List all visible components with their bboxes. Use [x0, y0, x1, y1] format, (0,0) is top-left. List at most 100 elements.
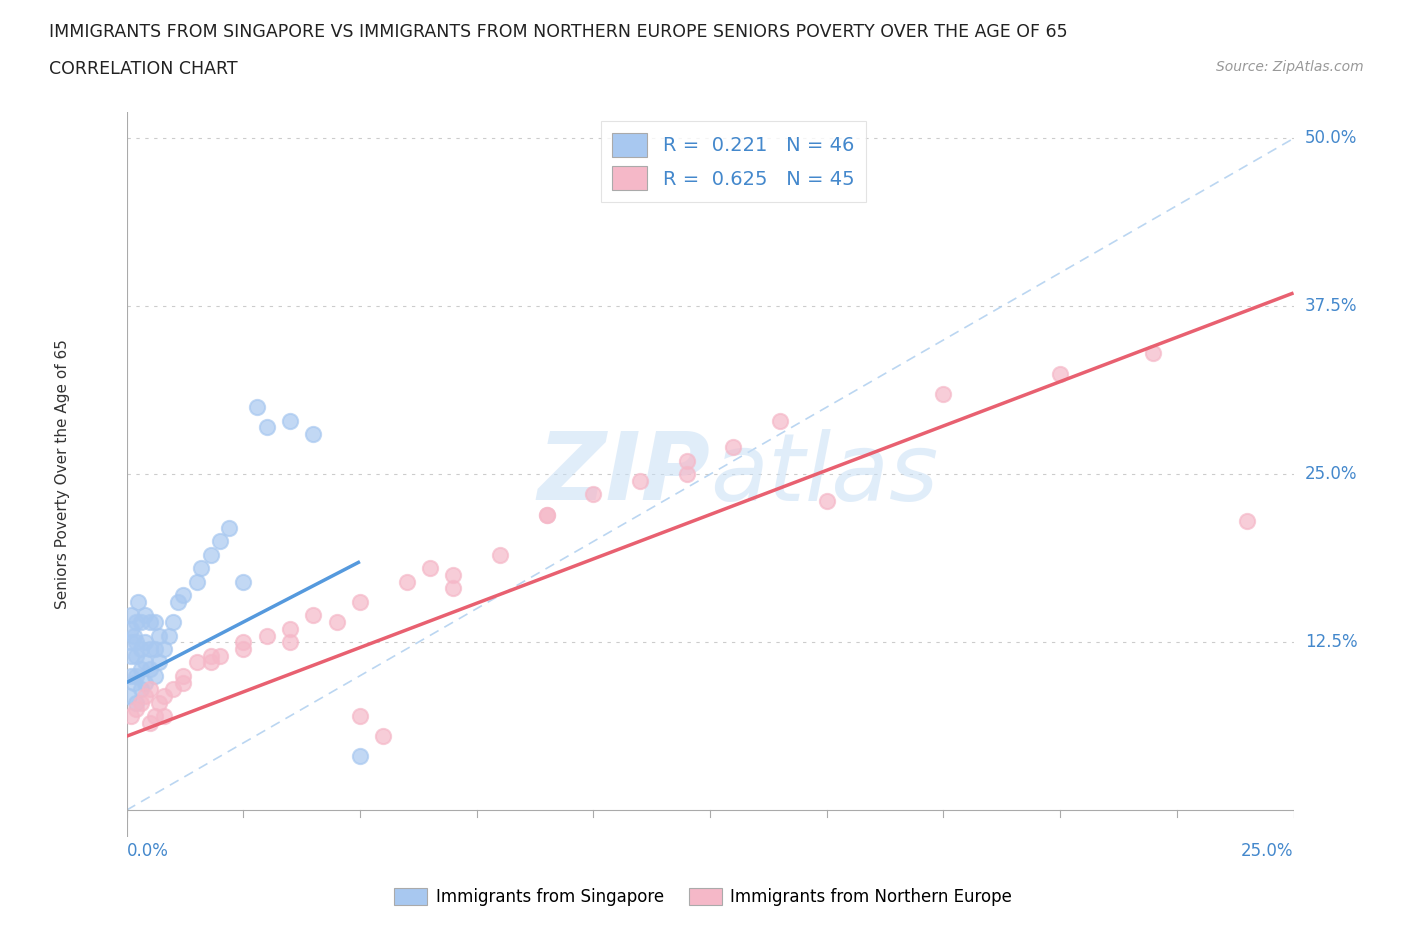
Point — [536, 507, 558, 522]
Point — [172, 588, 194, 603]
Point — [139, 715, 162, 730]
Point — [129, 642, 152, 657]
Point — [441, 581, 464, 596]
Point — [125, 648, 148, 663]
Point — [125, 635, 148, 650]
Point — [139, 615, 162, 630]
Point — [134, 655, 156, 670]
Point — [395, 575, 418, 590]
Point — [120, 709, 142, 724]
Point — [162, 682, 184, 697]
Point — [134, 688, 156, 703]
Point — [232, 635, 254, 650]
Text: CORRELATION CHART: CORRELATION CHART — [49, 60, 238, 78]
Point — [162, 615, 184, 630]
Text: Seniors Poverty Over the Age of 65: Seniors Poverty Over the Age of 65 — [55, 339, 70, 609]
Point — [302, 608, 325, 623]
Text: 50.0%: 50.0% — [1305, 129, 1357, 148]
Point — [675, 454, 697, 469]
Point — [200, 655, 222, 670]
Point — [120, 669, 142, 684]
Point — [256, 628, 278, 643]
Point — [218, 521, 240, 536]
Point — [125, 615, 148, 630]
Point — [120, 648, 142, 663]
Point — [1049, 366, 1071, 381]
Text: 25.0%: 25.0% — [1305, 465, 1357, 484]
Point — [489, 548, 512, 563]
Point — [153, 688, 176, 703]
Point — [129, 696, 152, 711]
Text: 37.5%: 37.5% — [1305, 298, 1357, 315]
Point — [349, 749, 371, 764]
Text: 25.0%: 25.0% — [1241, 842, 1294, 860]
Point — [172, 675, 194, 690]
Point — [208, 648, 231, 663]
Point — [302, 427, 325, 442]
Point — [208, 534, 231, 549]
Point — [373, 729, 395, 744]
Text: 0.0%: 0.0% — [127, 842, 169, 860]
Point — [129, 682, 152, 697]
Point — [167, 594, 190, 609]
Point — [186, 575, 208, 590]
Point — [120, 608, 142, 623]
Point — [153, 642, 176, 657]
Point — [628, 473, 651, 488]
Point — [278, 635, 301, 650]
Point — [148, 696, 170, 711]
Point — [582, 487, 605, 502]
Point — [932, 386, 955, 401]
Point — [815, 494, 838, 509]
Point — [120, 621, 142, 636]
Point — [256, 419, 278, 434]
Point — [143, 615, 166, 630]
Text: ZIP: ZIP — [537, 429, 710, 520]
Point — [1142, 346, 1164, 361]
Point — [157, 628, 180, 643]
Point — [349, 594, 371, 609]
Text: atlas: atlas — [710, 429, 938, 520]
Point — [675, 467, 697, 482]
Point — [246, 400, 269, 415]
Point — [125, 696, 148, 711]
Legend: R =  0.221   N = 46, R =  0.625   N = 45: R = 0.221 N = 46, R = 0.625 N = 45 — [600, 121, 866, 202]
Point — [148, 628, 170, 643]
Point — [134, 608, 156, 623]
Point — [134, 675, 156, 690]
Point — [232, 575, 254, 590]
Point — [536, 507, 558, 522]
Point — [278, 621, 301, 636]
Point — [419, 561, 441, 576]
Text: IMMIGRANTS FROM SINGAPORE VS IMMIGRANTS FROM NORTHERN EUROPE SENIORS POVERTY OVE: IMMIGRANTS FROM SINGAPORE VS IMMIGRANTS … — [49, 23, 1067, 41]
Point — [120, 635, 142, 650]
Point — [1236, 514, 1258, 529]
Point — [139, 642, 162, 657]
Point — [148, 655, 170, 670]
Point — [122, 628, 145, 643]
Point — [200, 548, 222, 563]
Point — [441, 567, 464, 582]
Point — [129, 615, 152, 630]
Point — [723, 440, 745, 455]
Text: 12.5%: 12.5% — [1305, 633, 1357, 651]
Point — [172, 669, 194, 684]
Point — [200, 648, 222, 663]
Point — [143, 669, 166, 684]
Point — [232, 642, 254, 657]
Point — [139, 661, 162, 676]
Point — [143, 709, 166, 724]
Point — [139, 682, 162, 697]
Point — [134, 635, 156, 650]
Point — [125, 702, 148, 717]
Point — [190, 561, 212, 576]
Point — [153, 709, 176, 724]
Point — [349, 709, 371, 724]
Point — [118, 688, 141, 703]
Point — [143, 642, 166, 657]
Point — [186, 655, 208, 670]
Point — [122, 675, 145, 690]
Text: Source: ZipAtlas.com: Source: ZipAtlas.com — [1216, 60, 1364, 74]
Point — [325, 615, 347, 630]
Point — [278, 413, 301, 428]
